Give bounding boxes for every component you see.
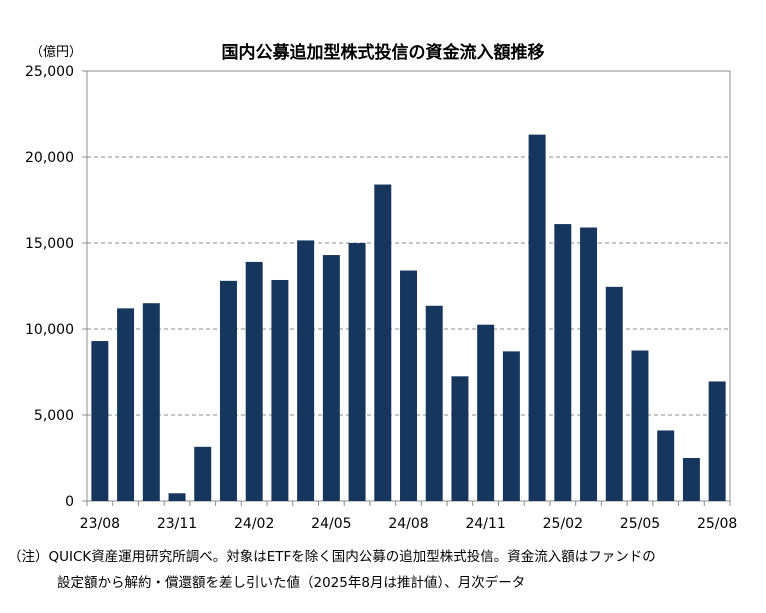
- bar-23/09: [117, 308, 135, 501]
- bar-25/06: [657, 430, 675, 501]
- y-tick-label: 25,000: [25, 64, 74, 80]
- bar-25/03: [580, 227, 598, 501]
- bar-24/01: [219, 280, 237, 501]
- x-tick-label: 23/08: [80, 516, 120, 532]
- x-tick-label: 24/05: [311, 516, 351, 532]
- y-tick-label: 5,000: [34, 408, 74, 424]
- footnote-line-1: （注）QUICK資産運用研究所調べ。対象はETFを除く国内公募の追加型株式投信。…: [8, 549, 656, 565]
- footnote-line-2: 設定額から解約・償還額を差し引いた値（2025年8月は推計値）、月次データ: [57, 575, 526, 591]
- bar-25/07: [682, 458, 700, 501]
- bar-24/10: [451, 376, 469, 501]
- y-tick-label: 15,000: [25, 236, 74, 252]
- chart-title: 国内公募追加型株式投信の資金流入額推移: [221, 43, 545, 63]
- y-tick-label: 20,000: [25, 150, 74, 166]
- x-tick-label: 25/05: [620, 516, 660, 532]
- bar-23/12: [194, 446, 212, 501]
- y-axis-unit-label: （億円）: [30, 45, 83, 60]
- y-tick-label: 10,000: [25, 322, 74, 338]
- bar-23/08: [91, 341, 109, 501]
- bar-25/02: [554, 224, 572, 501]
- bar-24/06: [348, 243, 366, 501]
- bar-25/05: [631, 350, 649, 501]
- y-tick-label: 0: [65, 494, 74, 510]
- x-tick-label: 24/08: [388, 516, 428, 532]
- x-tick-label: 24/02: [234, 516, 274, 532]
- bar-24/02: [245, 261, 263, 501]
- bar-24/03: [271, 279, 289, 501]
- x-tick-label: 23/11: [157, 516, 197, 532]
- x-tick-label: 25/02: [543, 516, 583, 532]
- bar-chart: 0 5,000 10,000 15,000 20,000 25,000 23/08 23/11…: [25, 64, 737, 532]
- bar-24/08: [400, 270, 417, 501]
- bar-25/01: [528, 134, 546, 501]
- bar-23/11: [168, 493, 186, 501]
- bar-24/05: [322, 255, 340, 501]
- bar-25/08: [708, 381, 726, 501]
- bar-24/04: [297, 240, 315, 502]
- bar-24/09: [425, 305, 443, 501]
- x-tick-label: 25/08: [697, 516, 737, 532]
- bar-23/10: [142, 303, 160, 501]
- x-tick-label: 24/11: [465, 516, 505, 532]
- bar-25/04: [605, 286, 623, 501]
- bar-24/12: [502, 351, 520, 501]
- bar-24/07: [374, 184, 392, 501]
- bar-24/11: [477, 324, 495, 501]
